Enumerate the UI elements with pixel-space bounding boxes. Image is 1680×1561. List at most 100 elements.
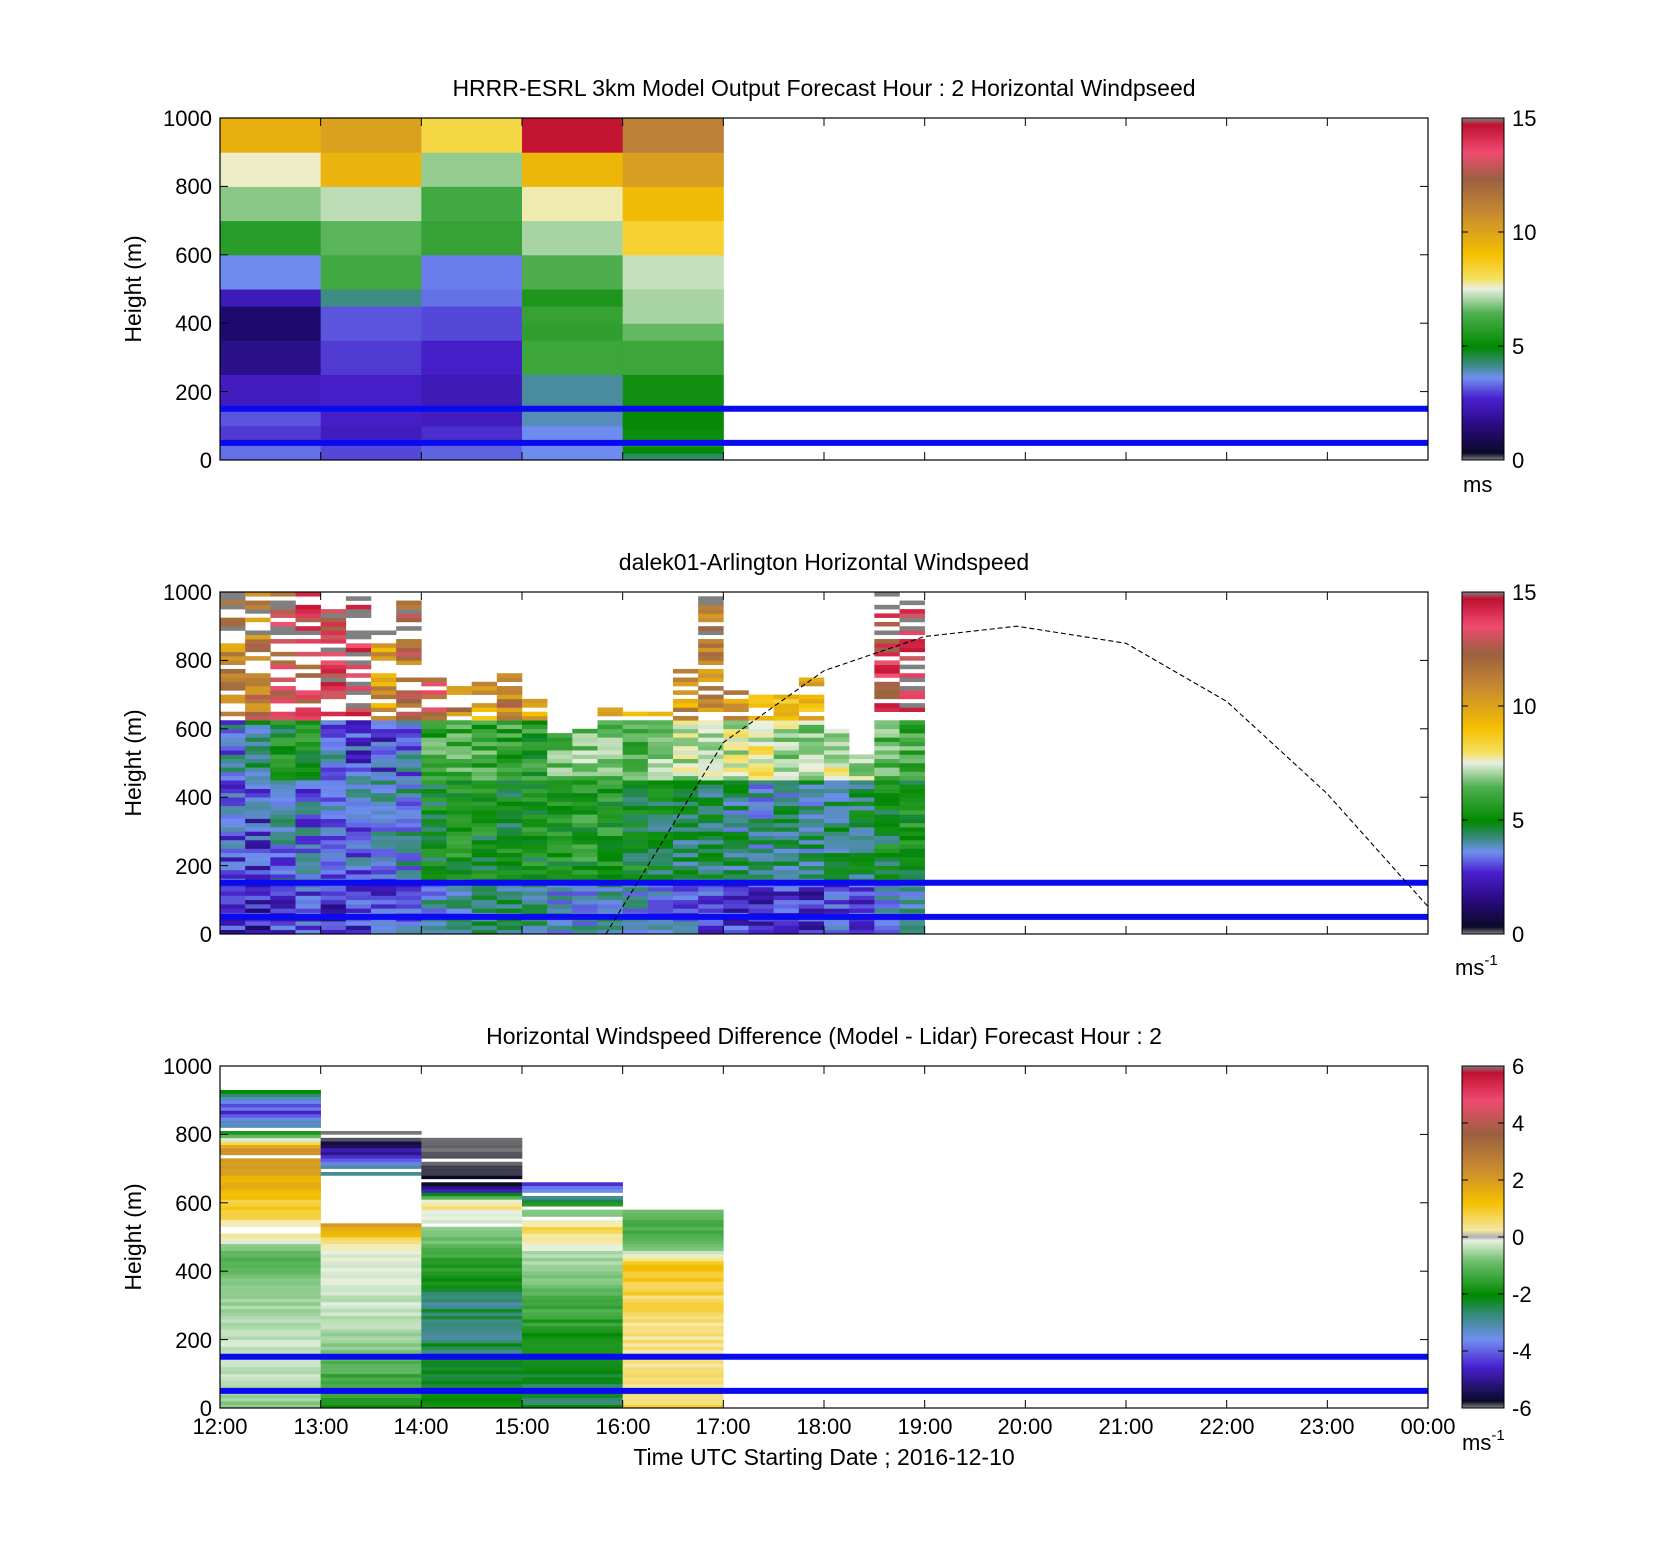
heatmap-cell — [396, 908, 422, 913]
heatmap-cell — [522, 857, 548, 862]
heatmap-cell — [270, 720, 296, 725]
heatmap-cell — [295, 814, 321, 819]
heatmap-cell — [572, 908, 598, 913]
heatmap-cell — [446, 767, 472, 772]
heatmap-cell — [345, 780, 372, 785]
heatmap-cell — [220, 1141, 321, 1145]
heatmap-cell — [522, 220, 624, 256]
heatmap-cell — [396, 925, 422, 931]
heatmap-cell — [220, 1178, 321, 1183]
heatmap-cell — [421, 848, 447, 854]
heatmap-cell — [220, 425, 322, 444]
heatmap-cell — [496, 899, 523, 905]
heatmap-cell — [723, 831, 749, 836]
heatmap-cell — [270, 929, 296, 934]
heatmap-cell — [345, 651, 372, 657]
heatmap-cell — [421, 1295, 523, 1299]
heatmap-cell — [220, 818, 246, 824]
heatmap-cell — [874, 869, 900, 875]
heatmap-cell — [698, 775, 724, 781]
heatmap-cell — [320, 848, 347, 854]
heatmap-cell — [320, 720, 347, 725]
heatmap-cell — [597, 895, 623, 901]
heatmap-cell — [421, 1329, 523, 1334]
heatmap-cell — [471, 763, 498, 768]
heatmap-cell — [647, 737, 674, 742]
heatmap-cell — [522, 1404, 623, 1408]
heatmap-cell — [522, 1199, 623, 1204]
heatmap-cell — [647, 788, 674, 794]
heatmap-cell — [547, 891, 573, 896]
heatmap-cell — [698, 929, 724, 934]
heatmap-cell — [421, 1288, 523, 1293]
heatmap-cell — [270, 613, 296, 618]
heatmap-cell — [874, 621, 900, 627]
heatmap-cell — [320, 1250, 422, 1255]
heatmap-cell — [874, 707, 900, 712]
heatmap-cell — [496, 690, 523, 695]
heatmap-cell — [522, 1377, 623, 1381]
heatmap-cell — [421, 715, 447, 721]
heatmap-cell — [773, 891, 800, 896]
heatmap-cell — [320, 724, 347, 730]
heatmap-cell — [320, 1319, 422, 1323]
heatmap-cell — [245, 874, 271, 879]
heatmap-cell — [220, 1278, 321, 1282]
heatmap-cell — [471, 784, 498, 789]
heatmap-cell — [698, 728, 724, 734]
heatmap-cell — [698, 818, 724, 824]
heatmap-cell — [698, 895, 724, 901]
heatmap-cell — [471, 681, 498, 687]
heatmap-cell — [471, 728, 498, 734]
heatmap-cell — [874, 805, 900, 811]
heatmap-cell — [421, 1305, 523, 1310]
heatmap-cell — [446, 754, 472, 760]
heatmap-cell — [522, 186, 624, 222]
heatmap-cell — [522, 733, 548, 738]
heatmap-cell — [371, 647, 397, 653]
heatmap-cell — [345, 733, 372, 738]
heatmap-cell — [874, 694, 900, 700]
heatmap-cell — [773, 715, 800, 721]
heatmap-cell — [572, 891, 598, 896]
heatmap-cell — [899, 686, 925, 691]
heatmap-cell — [446, 720, 472, 725]
heatmap-cell — [245, 656, 271, 661]
heatmap-cell — [673, 848, 699, 854]
heatmap-cell — [798, 814, 825, 819]
heatmap-cell — [874, 852, 900, 858]
heatmap-cell — [673, 805, 699, 811]
heatmap-cell — [396, 651, 422, 657]
heatmap-cell — [446, 737, 472, 742]
heatmap-cell — [446, 899, 472, 905]
heatmap-cell — [220, 626, 246, 631]
heatmap-cell — [698, 647, 724, 653]
heatmap-cell — [698, 904, 724, 909]
heatmap-cell — [647, 814, 674, 819]
heatmap-cell — [446, 745, 472, 751]
heatmap-cell — [471, 925, 498, 931]
heatmap-cell — [773, 737, 800, 742]
heatmap-cell — [320, 810, 347, 815]
heatmap-cell — [220, 1202, 321, 1207]
heatmap-cell — [270, 728, 296, 734]
heatmap-cell — [496, 827, 523, 832]
heatmap-cell — [622, 857, 649, 862]
heatmap-cell — [421, 340, 523, 375]
x-tick-label: 22:00 — [1199, 1414, 1254, 1439]
heatmap-cell — [824, 745, 850, 751]
heatmap-cell — [371, 818, 397, 824]
heatmap-cell — [673, 767, 699, 772]
heatmap-cell — [345, 899, 372, 905]
heatmap-cell — [320, 1315, 422, 1320]
heatmap-cell — [245, 827, 271, 832]
heatmap-cell — [496, 869, 523, 875]
heatmap-cell — [522, 323, 624, 341]
heatmap-cell — [572, 771, 598, 777]
heatmap-cell — [647, 818, 674, 824]
heatmap-cell — [295, 844, 321, 849]
heatmap-cell — [371, 921, 397, 926]
y-axis-label: Height (m) — [120, 709, 146, 816]
heatmap-cell — [748, 857, 774, 862]
heatmap-cell — [572, 818, 598, 824]
